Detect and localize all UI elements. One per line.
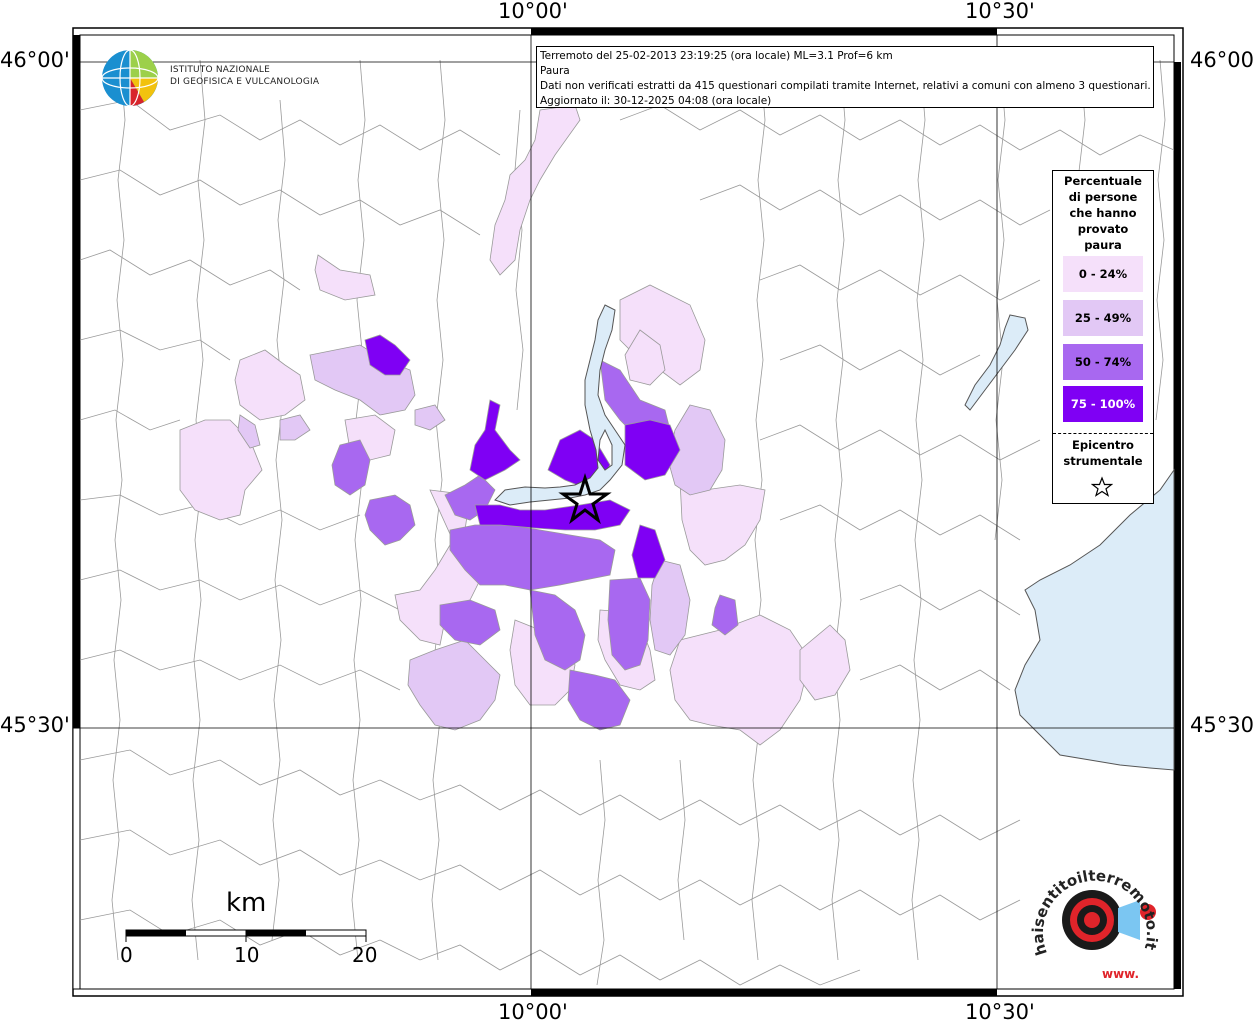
scale-tick-20: 20 <box>352 943 378 967</box>
legend: Percentuale di persone che hanno provato… <box>1052 170 1154 504</box>
legend-epicenter-label: Epicentro strumentale <box>1053 437 1153 469</box>
parameter-label: Paura <box>540 65 570 77</box>
lat-label-top-right: 46°00' <box>1190 48 1255 72</box>
lat-label-top-left: 46°00' <box>0 48 70 72</box>
legend-title-line: Percentuale <box>1064 174 1142 188</box>
legend-item-75-100: 75 - 100% <box>1063 386 1143 422</box>
globe-icon <box>101 49 159 107</box>
lat-label-bottom-left: 45°30' <box>0 713 70 737</box>
ingv-name-line2: DI GEOFISICA E VULCANOLOGIA <box>170 77 320 87</box>
star-outline-icon <box>1091 476 1113 497</box>
update-timestamp: Aggiornato il: 30-12-2025 04:08 (ora loc… <box>540 95 772 107</box>
lon-label-top-left: 10°00' <box>498 0 568 23</box>
lon-label-top-right: 10°30' <box>965 0 1035 23</box>
lake-iseo <box>494 304 626 506</box>
legend-title: Percentuale di persone che hanno provato… <box>1053 173 1153 253</box>
lat-label-bottom-right: 45°30' <box>1190 713 1255 737</box>
scale-bar <box>125 929 367 942</box>
event-info-box: Terremoto del 25-02-2013 23:19:25 (ora l… <box>536 46 1154 108</box>
intensity-patches <box>179 104 851 746</box>
legend-title-line: che hanno <box>1069 206 1137 220</box>
legend-epicenter-line: strumentale <box>1063 454 1143 468</box>
legend-item-50-74: 50 - 74% <box>1063 344 1143 380</box>
lake-garda <box>1014 468 1175 771</box>
lon-label-bottom-left: 10°00' <box>498 1000 568 1024</box>
data-note: Dati non verificati estratti da 415 ques… <box>540 80 1150 92</box>
scale-tick-0: 0 <box>120 943 133 967</box>
target-icon: haisentitoilterremoto.it www. <box>1029 867 1161 981</box>
ingv-name-line1: ISTITUTO NAZIONALE <box>170 65 271 75</box>
municipality-borders <box>79 59 1175 986</box>
legend-item-0-24: 0 - 24% <box>1063 256 1143 292</box>
legend-title-line: provato <box>1077 222 1129 236</box>
brand-url-text: www. <box>1102 967 1139 981</box>
map-frame <box>72 27 1184 997</box>
legend-title-line: paura <box>1084 238 1122 252</box>
haisentito-logo: haisentitoilterremoto.it www. <box>1029 860 1161 985</box>
scale-unit: km <box>226 888 267 918</box>
lake-idro <box>964 314 1029 411</box>
scale-tick-10: 10 <box>234 943 260 967</box>
legend-title-line: di persone <box>1068 190 1138 204</box>
legend-item-25-49: 25 - 49% <box>1063 300 1143 336</box>
epicenter-star <box>558 472 612 525</box>
legend-epicenter-line: Epicentro <box>1072 438 1134 452</box>
ingv-logo: ISTITUTO NAZIONALE DI GEOFISICA E VULCAN… <box>100 47 320 107</box>
legend-divider <box>1053 433 1153 434</box>
lon-label-bottom-right: 10°30' <box>965 1000 1035 1024</box>
event-title: Terremoto del 25-02-2013 23:19:25 (ora l… <box>540 50 893 62</box>
